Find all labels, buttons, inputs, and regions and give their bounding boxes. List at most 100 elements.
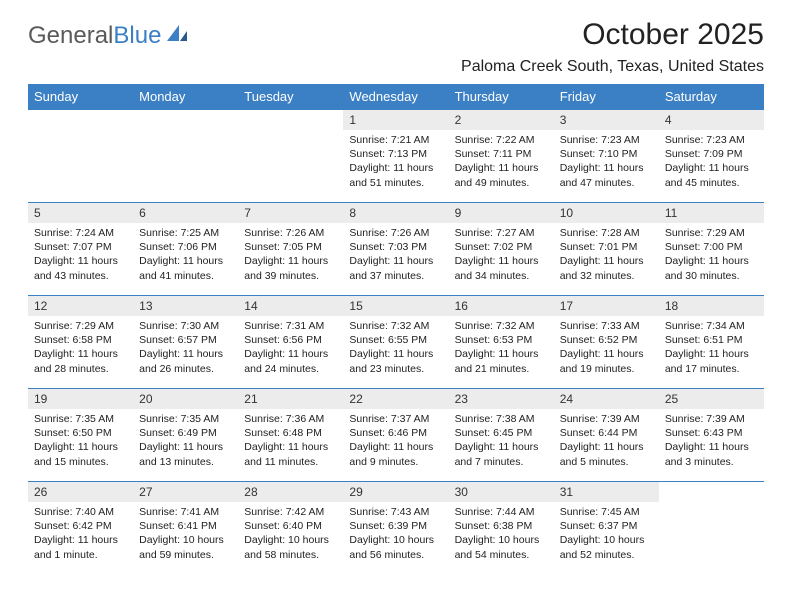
calendar-day-cell: 9Sunrise: 7:27 AMSunset: 7:02 PMDaylight… — [449, 203, 554, 296]
day-detail — [133, 130, 238, 137]
day-detail: Sunrise: 7:24 AMSunset: 7:07 PMDaylight:… — [28, 223, 133, 287]
day-detail: Sunrise: 7:22 AMSunset: 7:11 PMDaylight:… — [449, 130, 554, 194]
day-number: 17 — [554, 296, 659, 316]
day-header: Monday — [133, 84, 238, 110]
day-detail: Sunrise: 7:35 AMSunset: 6:50 PMDaylight:… — [28, 409, 133, 473]
day-number: 2 — [449, 110, 554, 130]
day-number: 11 — [659, 203, 764, 223]
calendar-day-cell: 1Sunrise: 7:21 AMSunset: 7:13 PMDaylight… — [343, 110, 448, 203]
day-detail: Sunrise: 7:30 AMSunset: 6:57 PMDaylight:… — [133, 316, 238, 380]
day-number: 26 — [28, 482, 133, 502]
day-number — [28, 110, 133, 130]
day-number: 24 — [554, 389, 659, 409]
day-detail: Sunrise: 7:31 AMSunset: 6:56 PMDaylight:… — [238, 316, 343, 380]
day-detail: Sunrise: 7:40 AMSunset: 6:42 PMDaylight:… — [28, 502, 133, 566]
calendar-day-cell — [238, 110, 343, 203]
day-header: Saturday — [659, 84, 764, 110]
day-detail: Sunrise: 7:34 AMSunset: 6:51 PMDaylight:… — [659, 316, 764, 380]
day-detail: Sunrise: 7:36 AMSunset: 6:48 PMDaylight:… — [238, 409, 343, 473]
calendar-week-row: 26Sunrise: 7:40 AMSunset: 6:42 PMDayligh… — [28, 482, 764, 575]
calendar-day-cell: 12Sunrise: 7:29 AMSunset: 6:58 PMDayligh… — [28, 296, 133, 389]
day-number: 22 — [343, 389, 448, 409]
day-number: 19 — [28, 389, 133, 409]
day-number: 5 — [28, 203, 133, 223]
day-header: Sunday — [28, 84, 133, 110]
calendar-day-cell: 13Sunrise: 7:30 AMSunset: 6:57 PMDayligh… — [133, 296, 238, 389]
day-number: 20 — [133, 389, 238, 409]
calendar-day-cell: 21Sunrise: 7:36 AMSunset: 6:48 PMDayligh… — [238, 389, 343, 482]
calendar-table: SundayMondayTuesdayWednesdayThursdayFrid… — [28, 84, 764, 574]
calendar-day-cell: 19Sunrise: 7:35 AMSunset: 6:50 PMDayligh… — [28, 389, 133, 482]
day-detail: Sunrise: 7:21 AMSunset: 7:13 PMDaylight:… — [343, 130, 448, 194]
calendar-body: 1Sunrise: 7:21 AMSunset: 7:13 PMDaylight… — [28, 110, 764, 575]
calendar-day-cell: 10Sunrise: 7:28 AMSunset: 7:01 PMDayligh… — [554, 203, 659, 296]
calendar-day-cell: 28Sunrise: 7:42 AMSunset: 6:40 PMDayligh… — [238, 482, 343, 575]
day-number — [659, 482, 764, 502]
logo-word2: Blue — [113, 22, 161, 50]
day-detail: Sunrise: 7:43 AMSunset: 6:39 PMDaylight:… — [343, 502, 448, 566]
calendar-day-cell: 8Sunrise: 7:26 AMSunset: 7:03 PMDaylight… — [343, 203, 448, 296]
calendar-day-cell: 27Sunrise: 7:41 AMSunset: 6:41 PMDayligh… — [133, 482, 238, 575]
day-number: 21 — [238, 389, 343, 409]
calendar-day-cell: 7Sunrise: 7:26 AMSunset: 7:05 PMDaylight… — [238, 203, 343, 296]
day-detail: Sunrise: 7:41 AMSunset: 6:41 PMDaylight:… — [133, 502, 238, 566]
day-detail: Sunrise: 7:25 AMSunset: 7:06 PMDaylight:… — [133, 223, 238, 287]
day-detail: Sunrise: 7:26 AMSunset: 7:05 PMDaylight:… — [238, 223, 343, 287]
day-detail: Sunrise: 7:27 AMSunset: 7:02 PMDaylight:… — [449, 223, 554, 287]
day-detail: Sunrise: 7:26 AMSunset: 7:03 PMDaylight:… — [343, 223, 448, 287]
location: Paloma Creek South, Texas, United States — [461, 58, 764, 76]
calendar-day-cell: 23Sunrise: 7:38 AMSunset: 6:45 PMDayligh… — [449, 389, 554, 482]
day-header: Thursday — [449, 84, 554, 110]
calendar-week-row: 1Sunrise: 7:21 AMSunset: 7:13 PMDaylight… — [28, 110, 764, 203]
calendar-day-cell: 25Sunrise: 7:39 AMSunset: 6:43 PMDayligh… — [659, 389, 764, 482]
calendar-day-cell: 17Sunrise: 7:33 AMSunset: 6:52 PMDayligh… — [554, 296, 659, 389]
day-detail: Sunrise: 7:42 AMSunset: 6:40 PMDaylight:… — [238, 502, 343, 566]
day-detail: Sunrise: 7:29 AMSunset: 6:58 PMDaylight:… — [28, 316, 133, 380]
day-number: 6 — [133, 203, 238, 223]
day-detail: Sunrise: 7:32 AMSunset: 6:55 PMDaylight:… — [343, 316, 448, 380]
day-header: Tuesday — [238, 84, 343, 110]
calendar-day-cell — [28, 110, 133, 203]
calendar-day-cell: 11Sunrise: 7:29 AMSunset: 7:00 PMDayligh… — [659, 203, 764, 296]
day-number: 13 — [133, 296, 238, 316]
calendar-day-cell: 30Sunrise: 7:44 AMSunset: 6:38 PMDayligh… — [449, 482, 554, 575]
day-number: 30 — [449, 482, 554, 502]
day-detail — [659, 502, 764, 509]
day-number: 7 — [238, 203, 343, 223]
day-detail: Sunrise: 7:45 AMSunset: 6:37 PMDaylight:… — [554, 502, 659, 566]
calendar-day-cell — [659, 482, 764, 575]
day-number: 25 — [659, 389, 764, 409]
calendar-day-cell: 31Sunrise: 7:45 AMSunset: 6:37 PMDayligh… — [554, 482, 659, 575]
day-detail: Sunrise: 7:33 AMSunset: 6:52 PMDaylight:… — [554, 316, 659, 380]
calendar-day-cell: 6Sunrise: 7:25 AMSunset: 7:06 PMDaylight… — [133, 203, 238, 296]
day-number: 27 — [133, 482, 238, 502]
day-number: 23 — [449, 389, 554, 409]
day-number: 3 — [554, 110, 659, 130]
title-block: October 2025 Paloma Creek South, Texas, … — [461, 18, 764, 76]
day-number: 14 — [238, 296, 343, 316]
day-number: 31 — [554, 482, 659, 502]
logo: GeneralBlue — [28, 18, 189, 50]
logo-word1: General — [28, 22, 113, 50]
day-number: 4 — [659, 110, 764, 130]
day-number: 29 — [343, 482, 448, 502]
day-detail — [28, 130, 133, 137]
day-detail: Sunrise: 7:37 AMSunset: 6:46 PMDaylight:… — [343, 409, 448, 473]
sail-icon — [165, 22, 189, 50]
day-number: 10 — [554, 203, 659, 223]
day-number — [238, 110, 343, 130]
day-header: Wednesday — [343, 84, 448, 110]
calendar-day-cell: 15Sunrise: 7:32 AMSunset: 6:55 PMDayligh… — [343, 296, 448, 389]
day-detail: Sunrise: 7:32 AMSunset: 6:53 PMDaylight:… — [449, 316, 554, 380]
day-detail: Sunrise: 7:39 AMSunset: 6:44 PMDaylight:… — [554, 409, 659, 473]
day-detail: Sunrise: 7:35 AMSunset: 6:49 PMDaylight:… — [133, 409, 238, 473]
calendar-day-cell: 18Sunrise: 7:34 AMSunset: 6:51 PMDayligh… — [659, 296, 764, 389]
day-detail: Sunrise: 7:38 AMSunset: 6:45 PMDaylight:… — [449, 409, 554, 473]
day-number: 15 — [343, 296, 448, 316]
calendar-week-row: 5Sunrise: 7:24 AMSunset: 7:07 PMDaylight… — [28, 203, 764, 296]
calendar-day-cell: 3Sunrise: 7:23 AMSunset: 7:10 PMDaylight… — [554, 110, 659, 203]
day-detail: Sunrise: 7:23 AMSunset: 7:09 PMDaylight:… — [659, 130, 764, 194]
day-number: 12 — [28, 296, 133, 316]
calendar-day-cell: 20Sunrise: 7:35 AMSunset: 6:49 PMDayligh… — [133, 389, 238, 482]
month-title: October 2025 — [461, 18, 764, 52]
